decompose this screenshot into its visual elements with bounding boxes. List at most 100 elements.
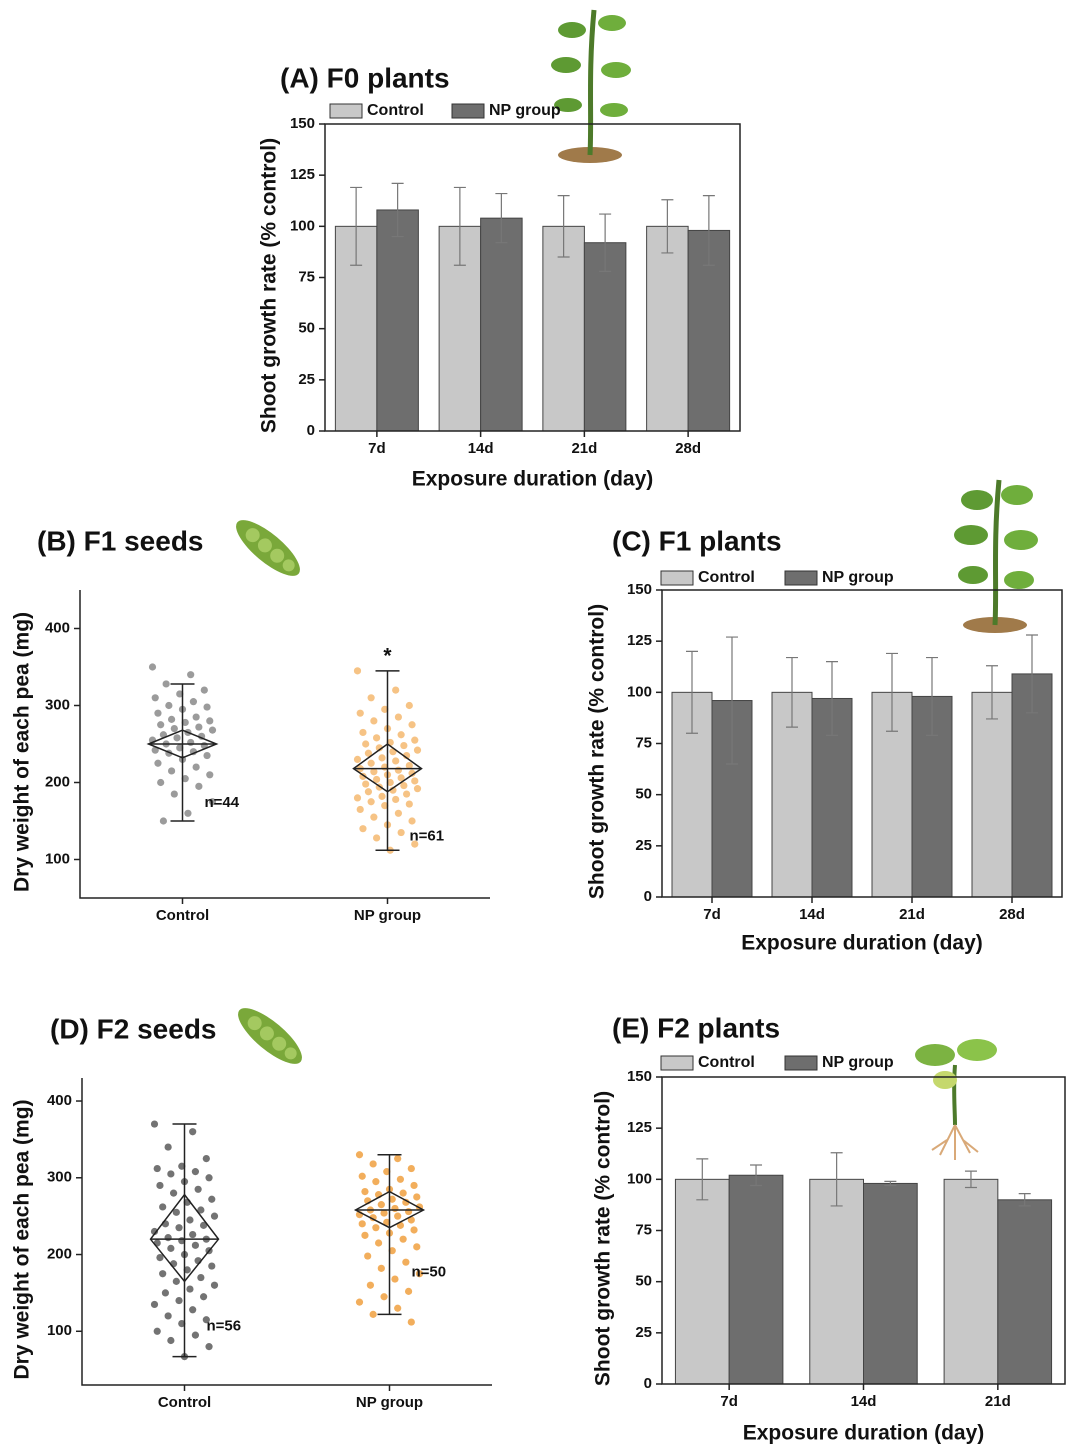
error-bar	[1026, 634, 1038, 714]
data-point	[372, 734, 381, 742]
data-point	[148, 663, 157, 671]
data-point	[400, 781, 408, 790]
data-point	[172, 1208, 180, 1216]
data-point	[372, 1178, 380, 1186]
error-bar	[350, 186, 363, 266]
y-tick-label: 300	[45, 696, 70, 713]
data-point	[392, 795, 400, 804]
data-point	[172, 1277, 180, 1285]
data-point	[197, 1206, 205, 1214]
data-point	[187, 738, 195, 747]
data-point	[381, 705, 389, 713]
data-point	[176, 690, 184, 698]
error-bar	[453, 186, 466, 266]
x-tick-label: 14d	[851, 1393, 877, 1410]
legend-label: NP group	[822, 1054, 894, 1071]
data-point	[378, 792, 386, 800]
data-point	[383, 1218, 391, 1226]
x-axis-label: Exposure duration (day)	[741, 932, 983, 955]
data-point	[388, 1247, 396, 1255]
legend-label: NP group	[822, 569, 894, 586]
data-point	[404, 1207, 413, 1216]
y-tick-label: 100	[627, 1170, 652, 1187]
y-tick-label: 400	[47, 1092, 72, 1109]
data-point	[175, 1224, 183, 1232]
whisker	[375, 670, 400, 852]
data-point	[402, 790, 411, 798]
x-axis-label: Exposure duration (day)	[412, 468, 654, 491]
data-point	[367, 694, 375, 702]
data-point	[413, 746, 422, 754]
data-point	[374, 1239, 383, 1247]
data-point	[399, 1189, 407, 1197]
data-point	[408, 721, 416, 729]
data-point	[167, 1336, 175, 1345]
legend-swatch	[451, 103, 485, 119]
error-bar	[884, 1180, 897, 1187]
data-point	[364, 788, 373, 796]
data-point	[167, 715, 176, 723]
data-point	[203, 751, 211, 760]
legend-swatch	[784, 1055, 818, 1071]
data-point	[370, 813, 378, 821]
data-point	[388, 1195, 396, 1203]
y-tick-label: 75	[298, 268, 315, 285]
whisker	[170, 683, 195, 822]
data-point	[165, 701, 173, 710]
y-tick-label: 0	[644, 888, 652, 905]
error-bar	[702, 195, 715, 266]
data-point	[189, 1128, 197, 1136]
error-bar	[391, 182, 404, 238]
data-point	[359, 825, 367, 833]
data-point	[364, 749, 373, 757]
panel-title: (D) F2 seeds	[50, 1013, 217, 1044]
pea-pod-icon	[238, 1008, 302, 1064]
y-tick-label: 150	[627, 1068, 652, 1085]
x-tick-label: 14d	[468, 440, 494, 457]
error-bar	[964, 1170, 977, 1189]
x-tick-label: 28d	[675, 440, 701, 457]
data-point	[208, 726, 217, 734]
data-point	[411, 736, 419, 744]
data-point	[394, 766, 403, 774]
legend-label: Control	[698, 1054, 755, 1071]
y-tick-label: 200	[45, 773, 70, 790]
panel-title: (B) F1 seeds	[37, 525, 204, 556]
data-point	[159, 1203, 167, 1211]
data-point	[405, 701, 413, 710]
data-point	[170, 725, 178, 733]
data-point	[150, 1300, 159, 1309]
data-point	[383, 1168, 391, 1176]
data-point	[178, 1320, 186, 1328]
data-point	[407, 1164, 415, 1173]
data-point	[153, 1327, 161, 1335]
data-point	[164, 1312, 172, 1320]
data-point	[394, 1212, 402, 1220]
error-bar	[830, 1152, 843, 1207]
bar	[943, 1178, 999, 1385]
data-point	[187, 671, 195, 679]
data-point	[404, 1287, 413, 1295]
data-point	[186, 1216, 194, 1224]
data-point	[203, 703, 211, 711]
data-point	[353, 667, 362, 675]
error-bar	[926, 656, 938, 736]
data-point	[156, 1181, 164, 1190]
x-tick-label: 7d	[368, 440, 386, 457]
y-tick-label: 100	[45, 850, 70, 867]
y-tick-label: 200	[47, 1245, 72, 1262]
x-tick-label: 21d	[571, 440, 597, 457]
data-point	[369, 1310, 377, 1318]
data-point	[173, 734, 181, 742]
data-point	[157, 778, 165, 787]
data-point	[186, 1285, 194, 1293]
legend-label: Control	[367, 102, 424, 119]
data-point	[411, 840, 419, 848]
y-tick-label: 150	[290, 115, 315, 132]
plot-frame	[661, 1076, 1066, 1385]
data-point	[208, 798, 217, 806]
x-tick-label: 7d	[720, 1393, 738, 1410]
data-point	[162, 680, 170, 688]
data-point	[192, 713, 200, 721]
legend-swatch	[660, 570, 694, 586]
